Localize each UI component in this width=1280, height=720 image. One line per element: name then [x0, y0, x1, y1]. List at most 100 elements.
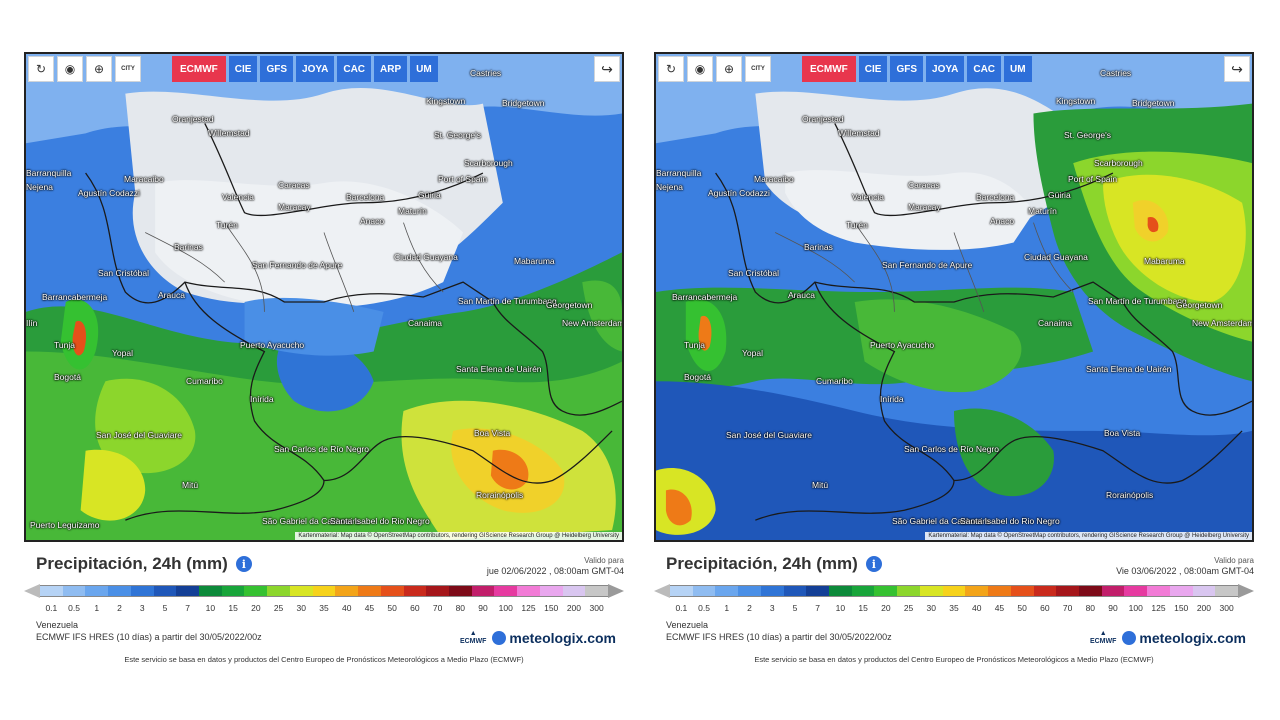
scale-segment	[783, 586, 807, 596]
scale-tick-label: 200	[566, 603, 581, 613]
ecmwf-logo: ▲ ECMWF	[1089, 630, 1117, 645]
model-tab-ecmwf[interactable]: ECMWF	[172, 56, 226, 82]
place-label: Castries	[470, 68, 502, 78]
scale-left-arrow	[654, 584, 670, 598]
scale-segment	[670, 586, 693, 596]
place-label: Boa Vista	[1104, 428, 1141, 438]
place-label: Barinas	[174, 242, 203, 252]
scale-tick-label: 10	[205, 603, 216, 613]
model-tab-cie[interactable]: CIE	[228, 56, 258, 82]
footer-note: Este servicio se basa en datos y product…	[754, 655, 1154, 664]
scale-tick-label: 0.5	[68, 603, 80, 613]
model-tab-um[interactable]: UM	[410, 56, 438, 82]
scale-segments	[670, 585, 1238, 597]
place-label: Puerto Ayacucho	[240, 340, 305, 350]
city-toggle-button[interactable]: CITY	[745, 56, 771, 82]
scale-segment	[448, 586, 472, 596]
scale-right-arrow	[1238, 584, 1254, 598]
scale-tick-label: 60	[1040, 603, 1050, 613]
place-label: Caracas	[278, 180, 310, 190]
place-label: Kingstown	[1056, 96, 1096, 106]
place-label: Oranjestad	[802, 114, 844, 124]
place-label: Tunja	[684, 340, 705, 350]
model-tab-ecmwf[interactable]: ECMWF	[802, 56, 856, 82]
place-label: Turén	[846, 220, 868, 230]
meteologix-globe-icon	[492, 631, 507, 645]
scale-segment	[942, 586, 966, 596]
scale-segment	[62, 586, 86, 596]
place-label: San Martín de Turumbang	[458, 296, 557, 306]
valid-time: Valido para jue 02/06/2022 , 08:00am GMT…	[487, 555, 624, 577]
place-label: Valencia	[222, 192, 254, 202]
zoom-icon[interactable]: ⊕	[86, 56, 112, 82]
place-label: Maracay	[278, 202, 311, 212]
place-label: New Amsterdam	[1192, 318, 1254, 328]
valid-label: Valido para	[584, 556, 624, 565]
scale-segment	[897, 586, 920, 596]
valid-label: Valido para	[1214, 556, 1254, 565]
place-label: Barcelona	[346, 192, 385, 202]
share-icon[interactable]: ↪	[594, 56, 620, 82]
place-label: Ciudad Guayana	[1024, 252, 1088, 262]
info-icon[interactable]: i	[235, 556, 252, 572]
place-label: Ciudad Guayana	[394, 252, 458, 262]
location-pin-icon[interactable]: ◉	[57, 56, 83, 82]
refresh-icon[interactable]: ↻	[658, 56, 684, 82]
scale-segment	[988, 586, 1011, 596]
refresh-icon[interactable]: ↻	[28, 56, 54, 82]
model-tab-gfs[interactable]: GFS	[890, 56, 924, 82]
place-label: Agustín Codazzi	[708, 188, 770, 198]
place-label: Maturín	[1028, 206, 1057, 216]
scale-tick-label: 30	[296, 603, 306, 613]
model-tab-cie[interactable]: CIE	[858, 56, 888, 82]
place-label: Barrancabermeja	[42, 292, 108, 302]
model-tab-um[interactable]: UM	[1004, 56, 1032, 82]
place-label: Santa Isabel do Rio Negro	[960, 516, 1060, 526]
model-tab-cac[interactable]: CAC	[337, 56, 372, 82]
scale-tick-label: 15	[228, 603, 238, 613]
scale-tick-label: 20	[251, 603, 261, 613]
precipitation-map[interactable]: ↻ ◉ ⊕ CITY ECMWF CIE GFS JOYA CAC UM ↪ C…	[654, 52, 1254, 542]
legend-title-text: Precipitación, 24h (mm)	[666, 554, 858, 573]
scale-segment	[1124, 586, 1148, 596]
place-label: Agustín Codazzi	[78, 188, 140, 198]
model-tab-cac[interactable]: CAC	[967, 56, 1002, 82]
place-label: Georgetown	[1176, 300, 1223, 310]
scale-segment	[806, 586, 830, 596]
model-tab-joya[interactable]: JOYA	[926, 56, 965, 82]
map-credit: Kartenmaterial: Map data © OpenStreetMap…	[925, 532, 1252, 540]
scale-tick-label: 35	[319, 603, 329, 613]
scale-segment	[517, 586, 540, 596]
model-tab-arp[interactable]: ARP	[374, 56, 408, 82]
scale-segment	[692, 586, 716, 596]
meteologix-logo[interactable]: meteologix.com	[492, 630, 616, 646]
region-label: Venezuela	[666, 620, 709, 630]
scale-tick-label: 7	[185, 603, 191, 613]
share-icon[interactable]: ↪	[1224, 56, 1250, 82]
scale-segment	[130, 586, 154, 596]
place-label: Tunja	[54, 340, 75, 350]
meteologix-text: meteologix.com	[509, 630, 616, 646]
scale-segment	[40, 586, 63, 596]
scale-tick-label: 30	[926, 603, 936, 613]
location-pin-icon[interactable]: ◉	[687, 56, 713, 82]
scale-segment	[539, 586, 563, 596]
model-tab-gfs[interactable]: GFS	[260, 56, 294, 82]
place-label: Yopal	[742, 348, 763, 358]
scale-segment	[358, 586, 381, 596]
scale-tick-label: 7	[815, 603, 821, 613]
scale-tick-label: 50	[1017, 603, 1027, 613]
info-icon[interactable]: i	[865, 556, 882, 572]
region-label: Venezuela	[36, 620, 79, 630]
model-tab-joya[interactable]: JOYA	[296, 56, 335, 82]
city-toggle-button[interactable]: CITY	[115, 56, 141, 82]
ecmwf-logo: ▲ ECMWF	[459, 630, 487, 645]
scale-tick-label: 45	[994, 603, 1005, 613]
place-label: San Fernando de Apure	[882, 260, 973, 270]
precipitation-map[interactable]: ↻ ◉ ⊕ CITY ECMWF CIE GFS JOYA CAC ARP UM…	[24, 52, 624, 542]
place-label: Mabaruma	[514, 256, 555, 266]
meteologix-logo[interactable]: meteologix.com	[1122, 630, 1246, 646]
zoom-icon[interactable]: ⊕	[716, 56, 742, 82]
color-scale-bar	[654, 584, 1254, 598]
scale-tick-label: 1	[94, 603, 100, 613]
